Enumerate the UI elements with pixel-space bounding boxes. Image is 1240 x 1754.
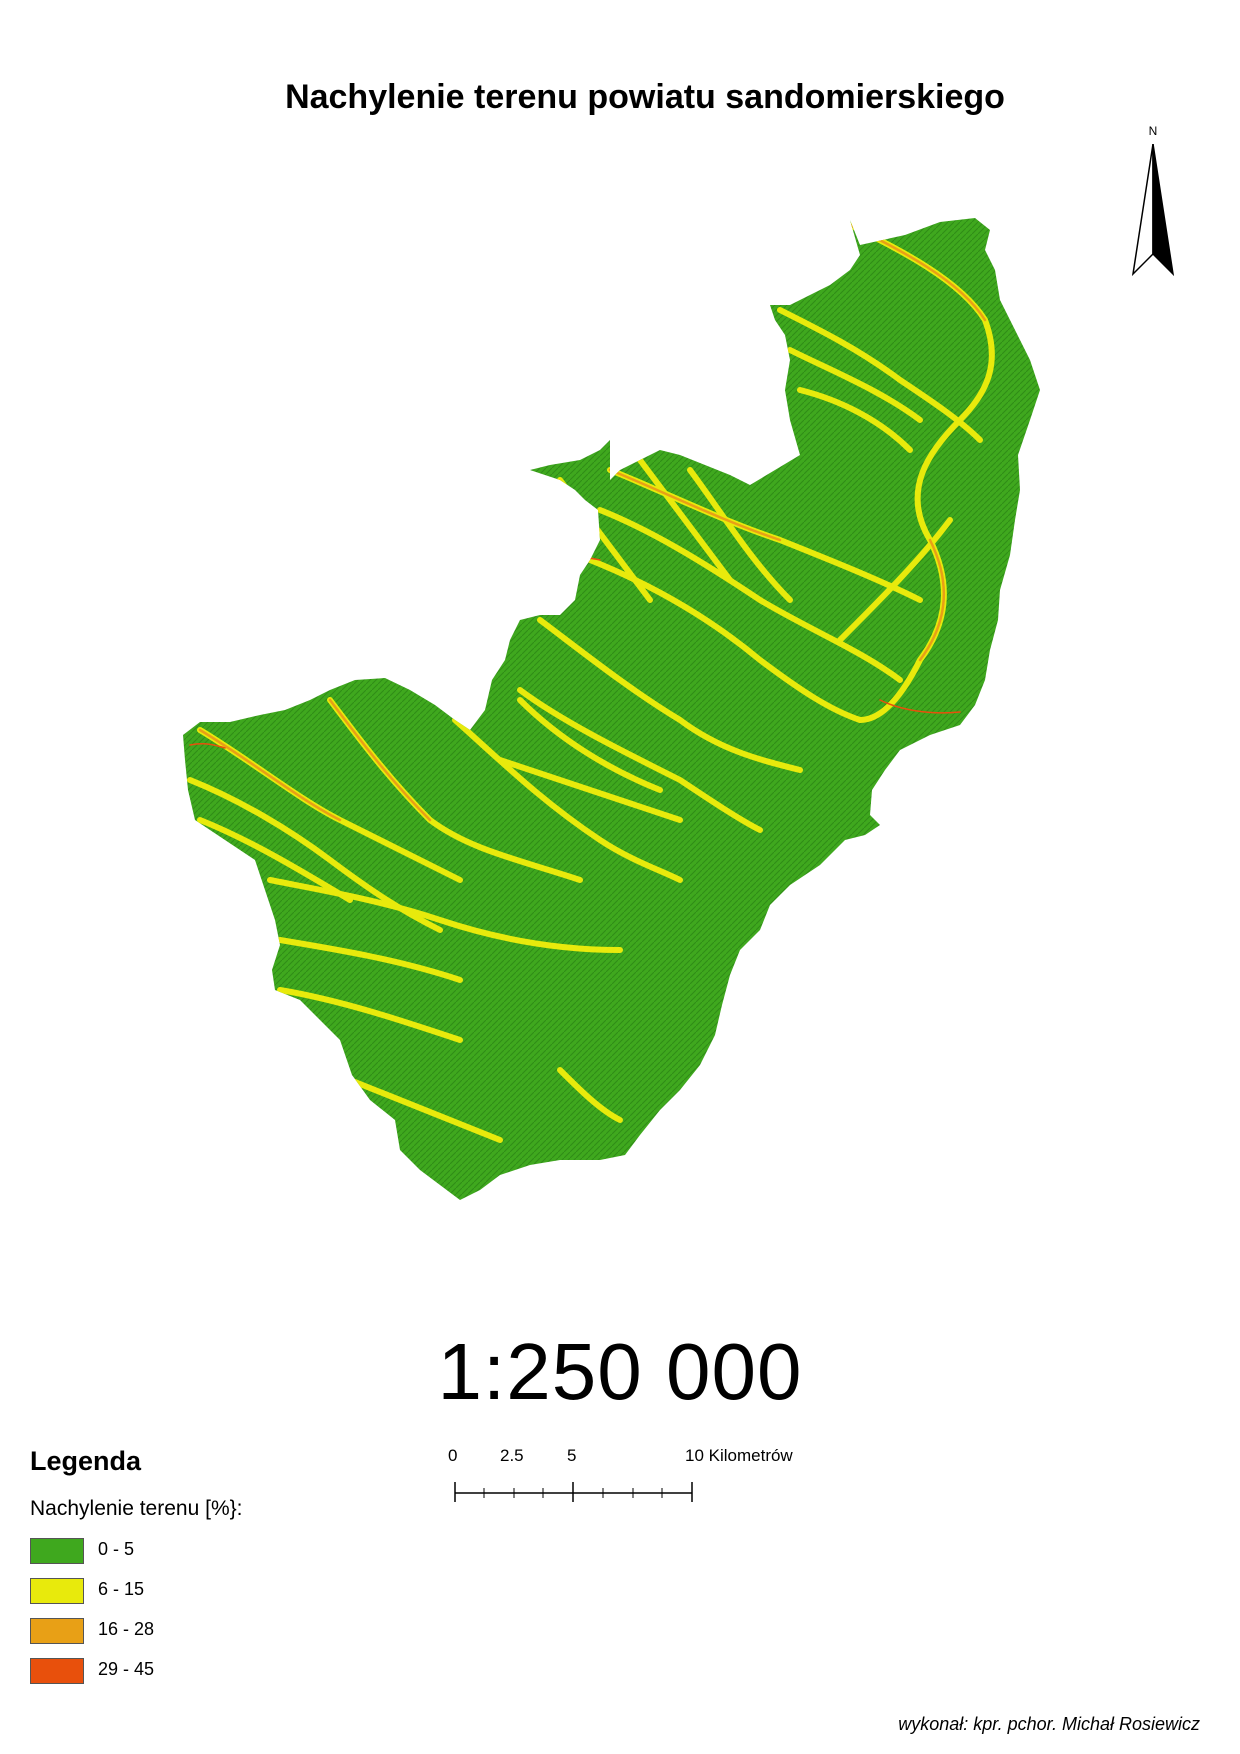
legend-item: 0 - 5 [30,1538,290,1578]
legend-item: 29 - 45 [30,1658,290,1698]
legend-item: 6 - 15 [30,1578,290,1618]
legend-item-label: 6 - 15 [98,1579,145,1599]
scale-ratio: 1:250 000 [437,1327,803,1416]
legend-swatch [30,1578,84,1604]
legend-swatch [30,1618,84,1644]
district-area [183,218,1040,1200]
legend-item-label: 29 - 45 [98,1659,155,1679]
scale-label-5: 5 [567,1446,577,1465]
scale-label-0: 0 [448,1446,458,1465]
map-title: Nachylenie terenu powiatu sandomierskieg… [285,78,1005,116]
legend-title: Legenda [30,1446,142,1476]
legend-subtitle: Nachylenie terenu [%}: [30,1497,243,1520]
author-credit: wykonał: kpr. pchor. Michał Rosiewicz [898,1714,1200,1734]
legend-list: 0 - 5 6 - 15 16 - 28 29 - 45 [30,1538,290,1698]
north-arrow-icon [1131,144,1175,277]
legend-item-label: 16 - 28 [98,1619,155,1639]
legend-swatch [30,1538,84,1564]
legend-swatch [30,1658,84,1684]
scale-bar-ticks [454,1482,693,1502]
scale-bar: 0 2.5 5 10 Kilometrów [440,1446,860,1506]
scale-label-2-5: 2.5 [500,1446,524,1465]
north-label: N [1148,124,1158,138]
north-arrow: N [1128,124,1178,284]
slope-map [183,218,1040,1200]
scale-label-10: 10 Kilometrów [685,1446,793,1465]
slope-bands [187,222,995,1143]
legend-item-label: 0 - 5 [98,1539,135,1559]
legend-item: 16 - 28 [30,1618,290,1658]
